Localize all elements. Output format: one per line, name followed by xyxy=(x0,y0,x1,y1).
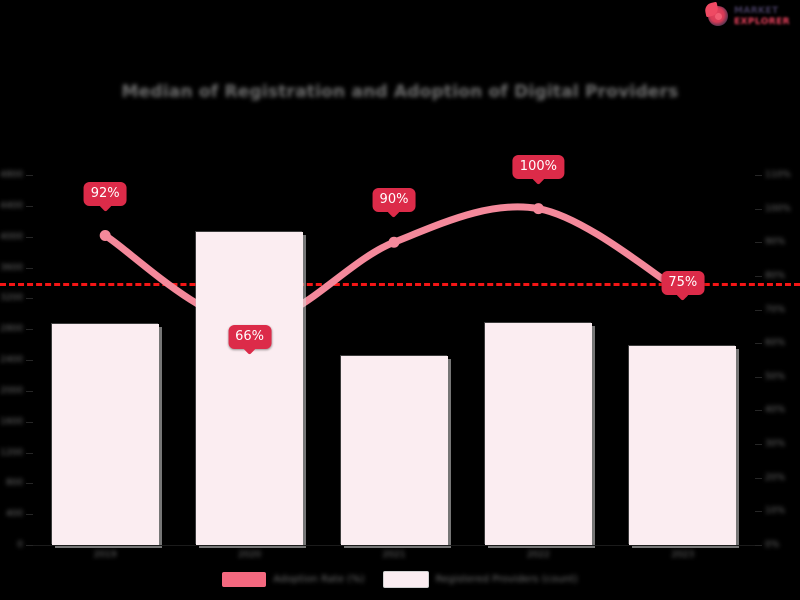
y-axis-label-r-11: 0% xyxy=(765,540,780,550)
value-label-2023: 75% xyxy=(661,270,705,301)
value-label-2020: 66% xyxy=(228,325,272,355)
y-axis-label-l-0: 4800 xyxy=(0,170,23,180)
y-tick-r-4 xyxy=(755,309,762,311)
y-axis-label-l-9: 1200 xyxy=(0,447,23,458)
bar-2019[interactable] xyxy=(51,324,159,545)
y-tick-r-1 xyxy=(755,208,762,210)
value-label-text: 92% xyxy=(83,181,127,206)
legend-swatch-bar xyxy=(382,571,429,588)
logo-line-2: EXPLORER xyxy=(734,16,790,27)
y-axis-label-r-3: 80% xyxy=(765,270,786,281)
y-tick-l-6 xyxy=(26,360,33,361)
y-tick-l-0 xyxy=(26,175,33,176)
y-tick-l-1 xyxy=(26,205,33,207)
bar-2021[interactable] xyxy=(340,356,448,545)
y-tick-l-8 xyxy=(26,421,33,423)
y-tick-r-7 xyxy=(755,410,762,412)
y-tick-l-10 xyxy=(26,483,33,485)
value-label-text: 90% xyxy=(372,188,416,213)
logo-line-1: MARKET xyxy=(734,5,779,16)
x-axis-label-2021: 2021 xyxy=(382,550,406,560)
value-label-2022: 100% xyxy=(512,154,564,185)
x-axis-label-2023: 2023 xyxy=(671,550,695,560)
chart-legend: Adoption Rate (%) Registered Providers (… xyxy=(0,571,800,588)
logo-mark-icon xyxy=(703,1,730,29)
y-axis-label-r-4: 70% xyxy=(765,304,786,315)
y-axis-label-r-5: 60% xyxy=(765,338,786,349)
y-tick-r-0 xyxy=(755,175,762,176)
data-point-2019[interactable] xyxy=(99,230,111,242)
bar-2020[interactable] xyxy=(196,231,304,545)
y-tick-l-11 xyxy=(26,514,33,516)
y-tick-r-8 xyxy=(755,444,762,446)
y-axis-label-l-3: 3600 xyxy=(0,262,23,273)
value-label-2019: 92% xyxy=(83,181,127,212)
y-tick-l-9 xyxy=(26,452,33,454)
x-axis-label-2022: 2022 xyxy=(526,550,550,560)
y-tick-l-5 xyxy=(26,329,33,331)
y-tick-r-11 xyxy=(755,545,762,546)
y-axis-label-r-0: 110% xyxy=(765,170,791,180)
value-label-2021: 90% xyxy=(372,188,416,219)
series-line xyxy=(101,203,687,327)
y-axis-label-l-11: 400 xyxy=(5,509,23,520)
data-point-2022[interactable] xyxy=(532,203,544,215)
y-tick-l-2 xyxy=(26,236,33,238)
plot-area: 92% 66% 90% 100% 75% 4800 4400 4000 3600 3200 2800… xyxy=(0,154,800,550)
y-tick-r-10 xyxy=(755,511,762,513)
y-tick-l-3 xyxy=(26,267,33,269)
bar-2023[interactable] xyxy=(629,345,737,545)
value-label-text: 100% xyxy=(512,154,564,179)
y-axis-label-l-5: 2800 xyxy=(0,324,23,335)
y-axis-label-l-10: 800 xyxy=(5,478,23,489)
legend-item-bar[interactable]: Registered Providers (count) xyxy=(382,571,578,588)
y-axis-label-l-7: 2000 xyxy=(0,385,23,396)
y-tick-r-3 xyxy=(755,275,762,277)
y-axis-label-l-6: 2400 xyxy=(0,355,23,365)
legend-swatch-line xyxy=(222,572,267,587)
y-tick-r-5 xyxy=(755,343,762,345)
y-tick-l-7 xyxy=(26,390,33,392)
reference-line xyxy=(0,282,800,286)
logo-wordmark: MARKET EXPLORER xyxy=(734,6,790,27)
y-axis-label-l-4: 3200 xyxy=(0,293,23,304)
y-axis-label-r-10: 10% xyxy=(765,506,786,517)
y-axis-label-l-8: 1600 xyxy=(0,416,23,427)
chart-title: Median of Registration and Adoption of D… xyxy=(121,82,679,102)
legend-label-line: Adoption Rate (%) xyxy=(273,574,365,585)
y-tick-l-4 xyxy=(26,298,33,300)
legend-label-bar: Registered Providers (count) xyxy=(435,574,578,585)
y-tick-r-9 xyxy=(755,477,762,479)
data-point-2021[interactable] xyxy=(388,236,400,248)
y-tick-r-2 xyxy=(755,242,762,244)
bar-2022[interactable] xyxy=(484,323,592,545)
y-axis-label-l-1: 4400 xyxy=(0,200,23,211)
x-axis-label-2020: 2020 xyxy=(238,550,262,560)
y-tick-r-6 xyxy=(755,376,762,378)
y-axis-label-r-2: 90% xyxy=(765,237,786,248)
y-axis-label-r-9: 20% xyxy=(765,472,786,483)
y-axis-label-r-1: 100% xyxy=(765,203,791,214)
x-axis-label-2019: 2019 xyxy=(93,550,117,560)
y-axis-label-l-12: 0 xyxy=(17,540,23,550)
legend-item-line[interactable]: Adoption Rate (%) xyxy=(222,572,365,587)
y-axis-label-r-7: 40% xyxy=(765,405,786,416)
y-axis-label-l-2: 4000 xyxy=(0,231,23,242)
brand-logo: MARKET EXPLORER xyxy=(703,1,796,30)
y-tick-l-12 xyxy=(26,545,33,546)
y-axis-label-r-8: 30% xyxy=(765,439,786,450)
x-axis-line xyxy=(33,545,755,546)
y-axis-label-r-6: 50% xyxy=(765,371,786,382)
